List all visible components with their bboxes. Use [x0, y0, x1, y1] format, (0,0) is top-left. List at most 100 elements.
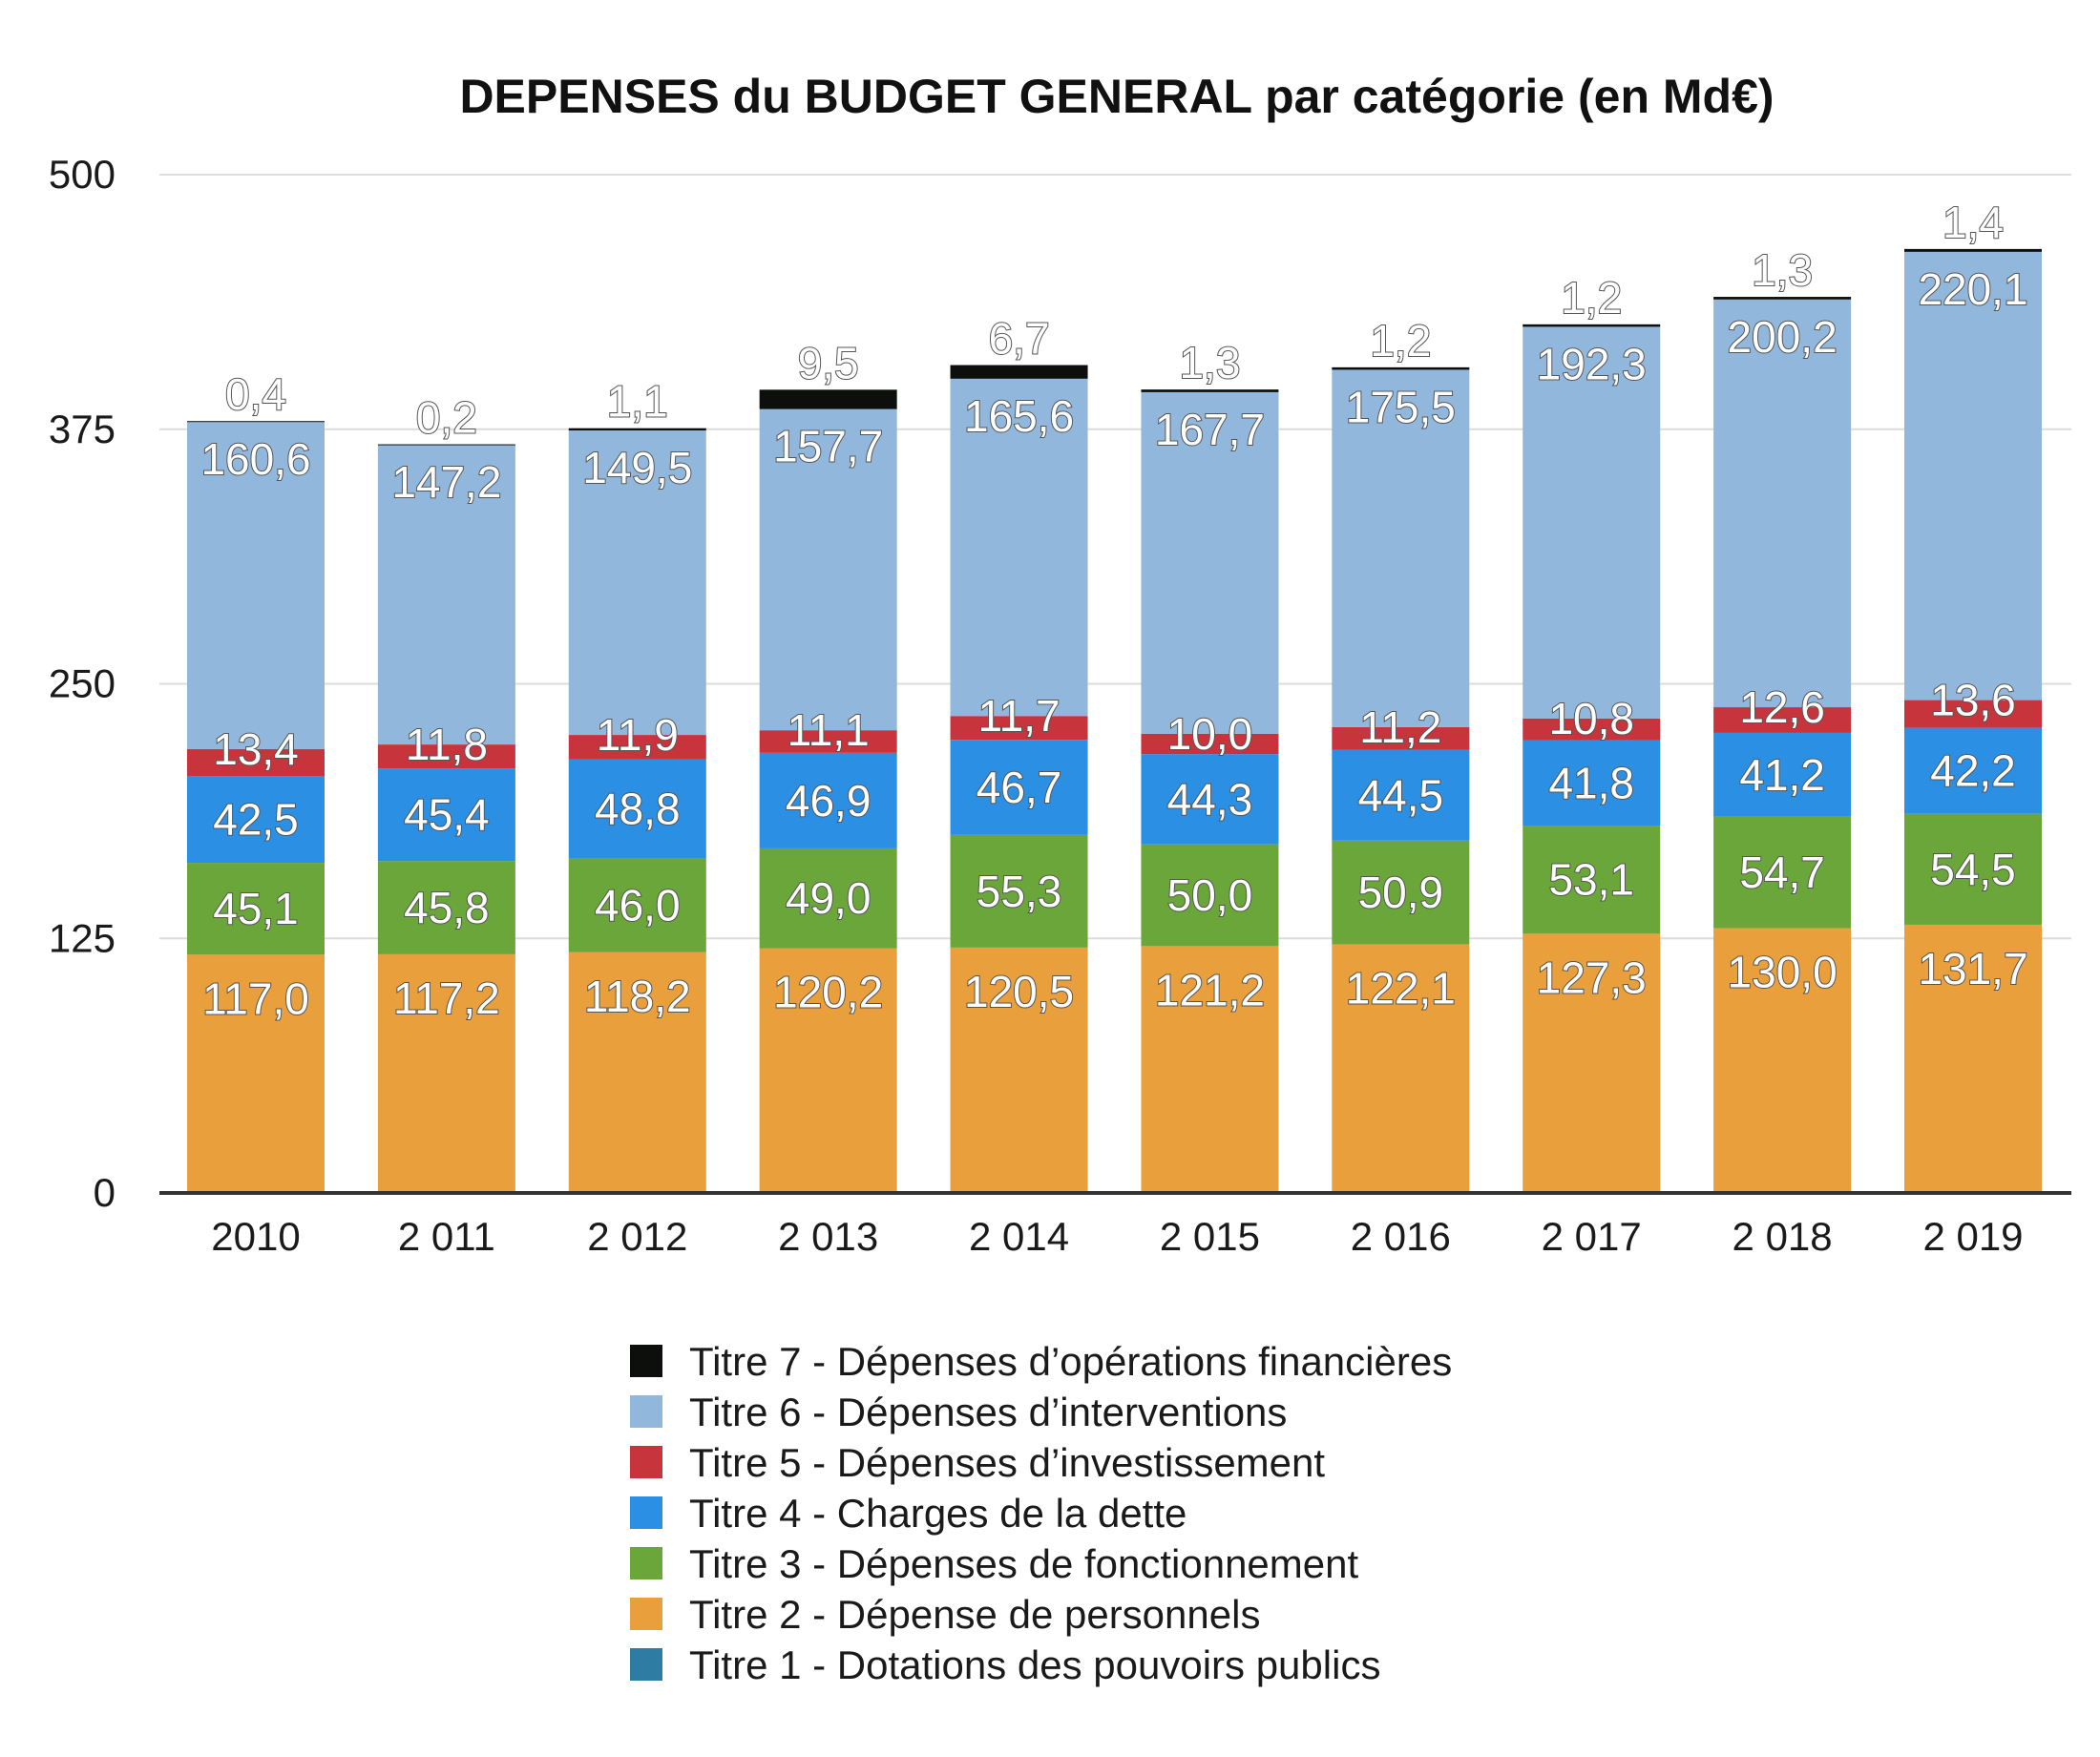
- data-label: 6,7: [989, 314, 1050, 364]
- bar-segment: [950, 834, 1088, 948]
- y-tick-label: 250: [49, 661, 116, 706]
- data-label: 11,2: [1359, 702, 1441, 752]
- data-label: 13,4: [213, 724, 299, 774]
- data-label: 1,2: [1561, 273, 1622, 323]
- bar-segment: [1713, 732, 1852, 817]
- y-tick-label: 500: [49, 152, 116, 197]
- data-label: 44,5: [1358, 770, 1444, 820]
- y-tick-label: 375: [49, 407, 116, 451]
- bar-segment: [187, 421, 325, 423]
- data-label: 53,1: [1548, 855, 1634, 905]
- bar-segment: [759, 847, 897, 949]
- legend-item: Titre 3 - Dépenses de fonctionnement: [630, 1541, 1358, 1586]
- legend-label: Titre 6 - Dépenses d’interventions: [689, 1390, 1287, 1434]
- data-label: 13,6: [1930, 676, 2016, 725]
- legend-label: Titre 4 - Charges de la dette: [689, 1491, 1186, 1536]
- legend-swatch: [630, 1345, 662, 1377]
- data-label: 9,5: [798, 338, 859, 387]
- data-label: 54,5: [1930, 845, 2016, 894]
- legend-label: Titre 3 - Dépenses de fonctionnement: [689, 1541, 1358, 1586]
- data-label: 122,1: [1346, 963, 1456, 1013]
- data-label: 220,1: [1918, 264, 2027, 314]
- data-label: 1,2: [1370, 316, 1431, 366]
- data-label: 160,6: [200, 434, 310, 484]
- bar-segment: [1332, 944, 1470, 1193]
- bar-segment: [1713, 297, 1852, 300]
- bar-segment: [377, 744, 515, 769]
- bar-segment: [1713, 299, 1852, 708]
- data-label: 167,7: [1155, 405, 1265, 454]
- bar-segment: [377, 768, 515, 862]
- x-category-label: 2 011: [398, 1214, 495, 1259]
- data-label: 42,2: [1930, 746, 2016, 796]
- bar-segment: [950, 716, 1088, 741]
- data-label: 50,0: [1167, 870, 1253, 920]
- data-label: 117,2: [393, 973, 500, 1023]
- bar-segment: [1332, 726, 1470, 750]
- bar-segment: [1904, 813, 2042, 925]
- data-label: 130,0: [1728, 948, 1838, 997]
- legend-swatch: [630, 1395, 662, 1428]
- data-label: 54,7: [1739, 847, 1825, 897]
- data-label: 120,2: [773, 967, 883, 1016]
- bar-segment: [1332, 366, 1470, 370]
- data-label: 117,0: [202, 973, 309, 1023]
- legend: Titre 7 - Dépenses d’opérations financiè…: [630, 1339, 1452, 1687]
- bar-segment: [759, 389, 897, 409]
- bar-segment: [377, 953, 515, 1193]
- bar-segment: [568, 952, 706, 1193]
- chart-title: DEPENSES du BUDGET GENERAL par catégorie…: [459, 70, 1774, 123]
- data-label: 118,2: [584, 972, 691, 1021]
- bar-segment: [759, 408, 897, 731]
- x-category-label: 2 017: [1542, 1214, 1642, 1259]
- data-label: 11,9: [597, 710, 679, 760]
- bar-segment: [759, 730, 897, 753]
- y-axis-ticks: 0 125 250 375 500: [49, 152, 116, 1215]
- bar-segment: [1332, 749, 1470, 841]
- legend-item: Titre 7 - Dépenses d’opérations financiè…: [630, 1339, 1452, 1384]
- legend-item: Titre 6 - Dépenses d’interventions: [630, 1390, 1287, 1434]
- legend-swatch: [630, 1598, 662, 1630]
- legend-label: Titre 1 - Dotations des pouvoirs publics: [689, 1642, 1380, 1687]
- data-label: 49,0: [786, 873, 872, 923]
- legend-swatch: [630, 1496, 662, 1529]
- data-label: 149,5: [582, 443, 692, 492]
- y-tick-label: 0: [94, 1170, 116, 1215]
- data-label: 12,6: [1739, 682, 1825, 732]
- data-label: 41,2: [1739, 750, 1825, 800]
- x-category-label: 2 018: [1732, 1214, 1833, 1259]
- bar-segment: [950, 378, 1088, 717]
- bar-segment: [1904, 248, 2042, 252]
- legend-label: Titre 5 - Dépenses d’investissement: [689, 1440, 1325, 1485]
- data-label: 0,2: [416, 393, 477, 443]
- data-label: 127,3: [1537, 952, 1647, 1002]
- bar-segment: [377, 444, 515, 745]
- x-category-label: 2010: [211, 1214, 300, 1259]
- legend-item: Titre 5 - Dépenses d’investissement: [630, 1440, 1325, 1485]
- bar-segment: [568, 735, 706, 760]
- data-label: 120,5: [964, 967, 1074, 1016]
- bar-segment: [1713, 816, 1852, 929]
- data-label: 121,2: [1155, 965, 1265, 1014]
- data-label: 157,7: [773, 422, 883, 471]
- x-category-label: 2 012: [587, 1214, 687, 1259]
- data-label: 46,0: [595, 881, 681, 931]
- x-axis-categories: 2010 2 011 2 012 2 013 2 014 2 015 2 016 2 017 2…: [211, 1214, 2023, 1259]
- x-category-label: 2 014: [969, 1214, 1069, 1259]
- bar-segment: [568, 759, 706, 859]
- data-label: 131,7: [1918, 944, 2027, 994]
- legend-item: Titre 2 - Dépense de personnels: [630, 1592, 1260, 1637]
- data-label: 45,1: [213, 884, 299, 933]
- bar-segment: [187, 422, 325, 749]
- bar-segment: [1332, 840, 1470, 945]
- bar-segment: [1904, 251, 2042, 701]
- bar-segment: [377, 444, 515, 446]
- bar-segment: [1332, 369, 1470, 727]
- data-label: 11,1: [788, 705, 870, 755]
- bar-segment: [1141, 389, 1279, 392]
- bar-segment: [1522, 324, 1661, 327]
- bar-segment: [1904, 700, 2042, 728]
- data-label: 11,8: [406, 720, 488, 769]
- y-tick-label: 125: [49, 915, 116, 960]
- bar-segment: [1141, 733, 1279, 755]
